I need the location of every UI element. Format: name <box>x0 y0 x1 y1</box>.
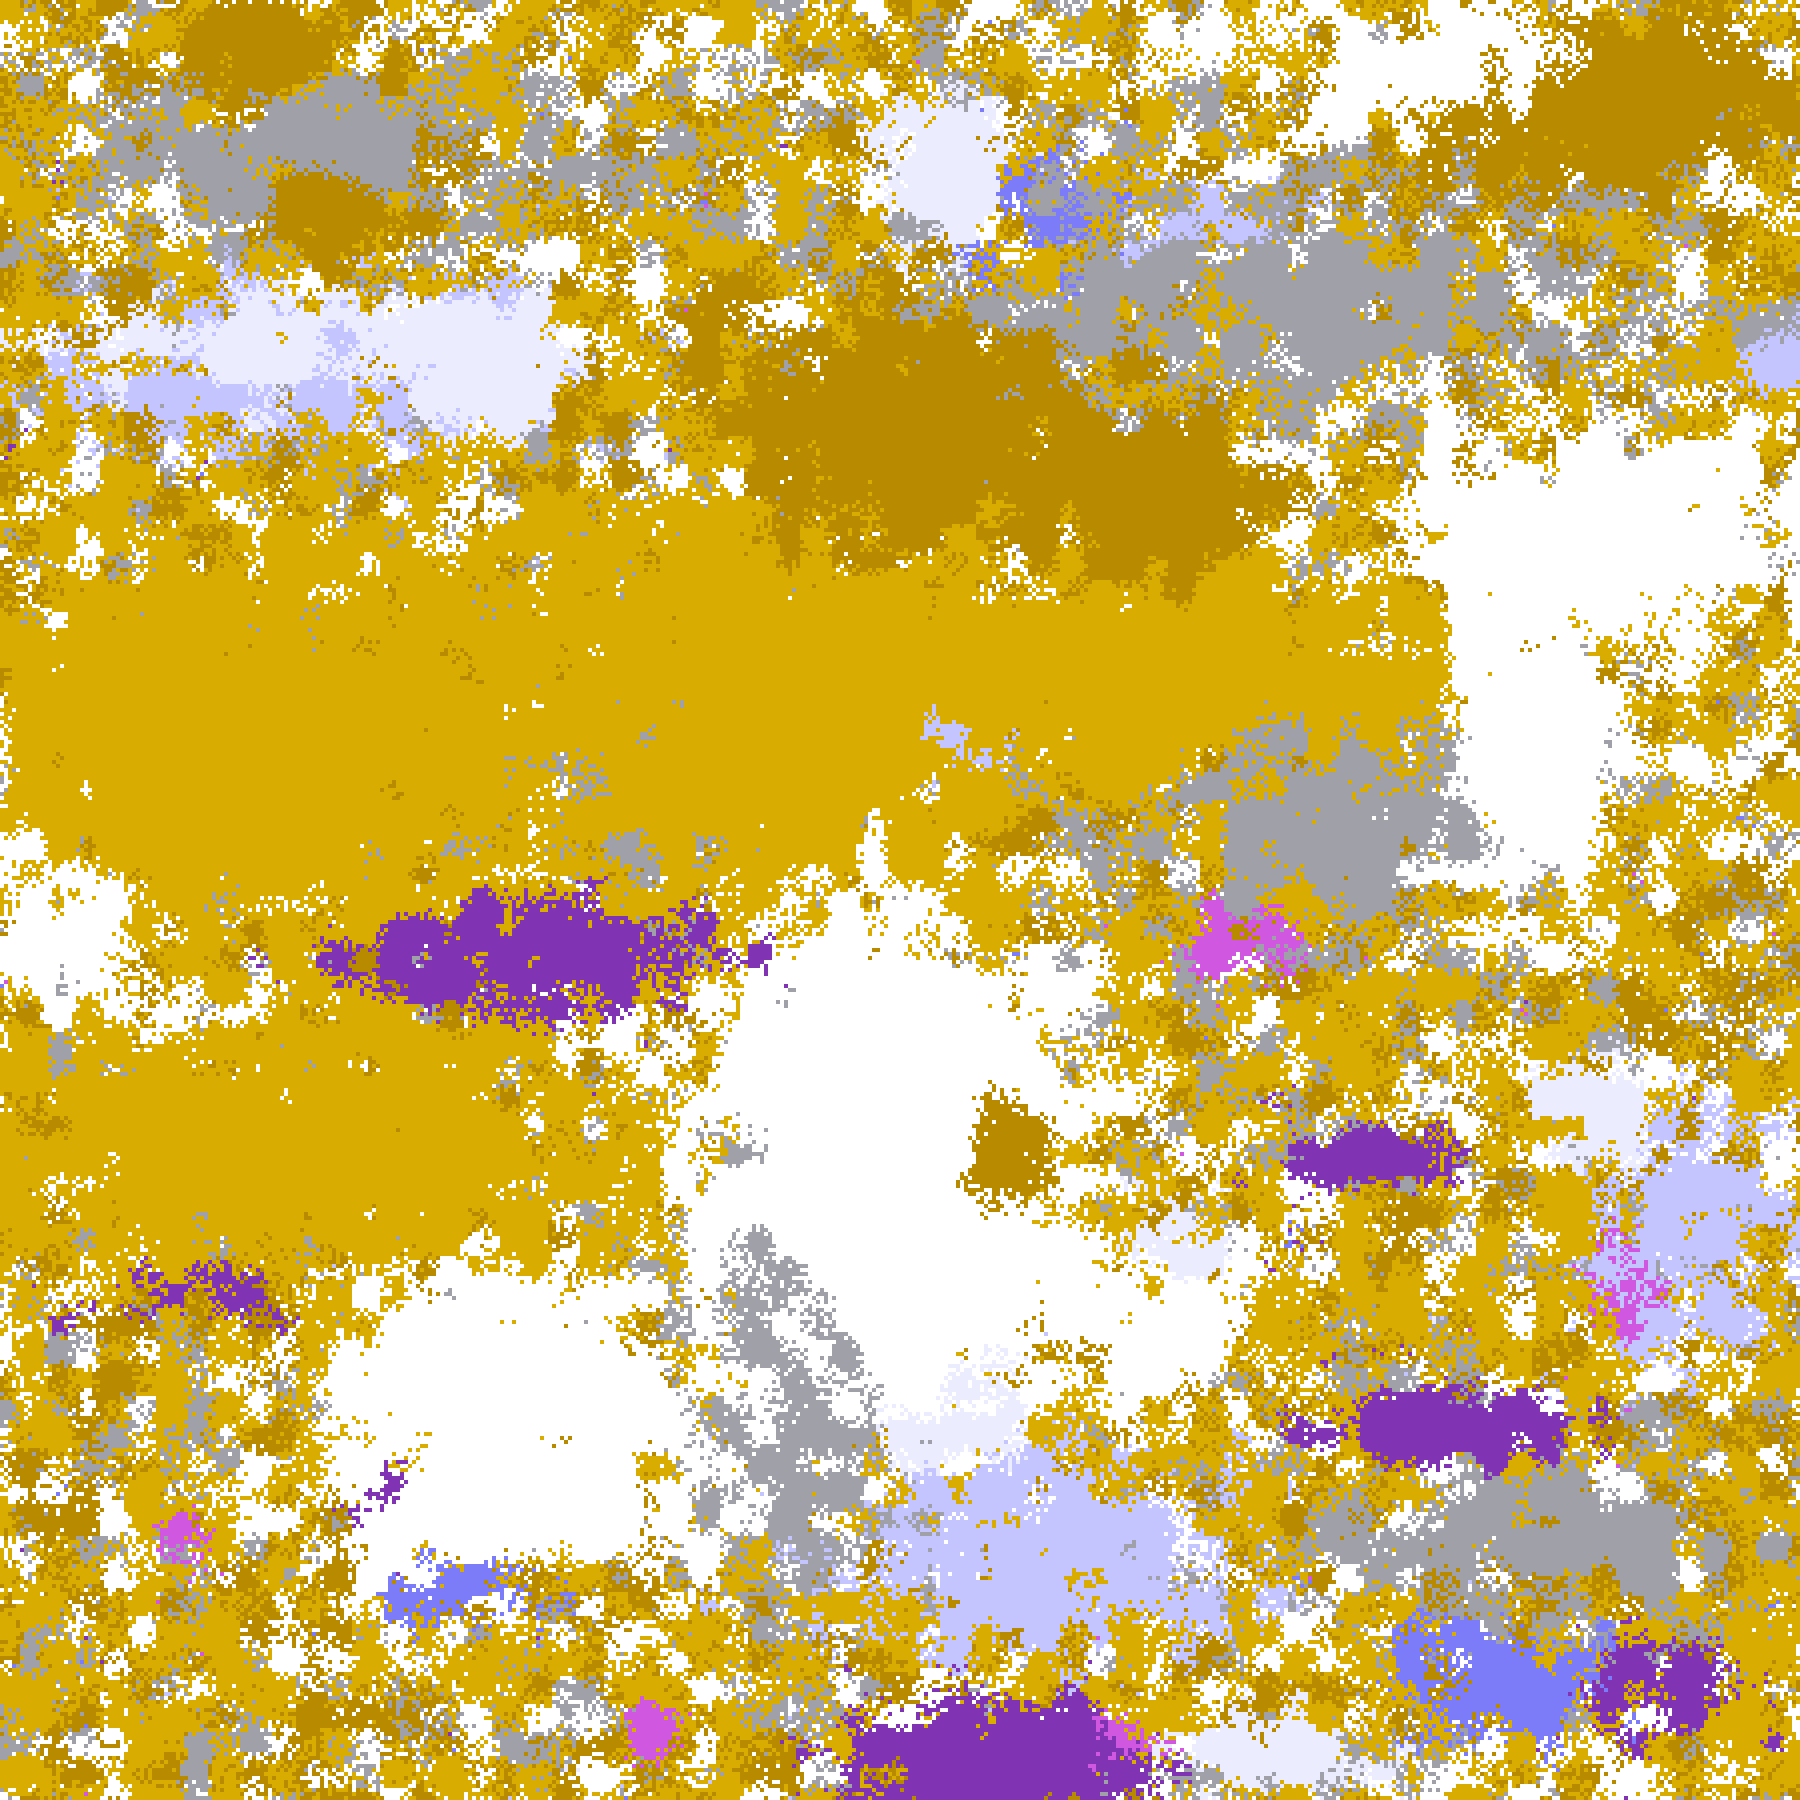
cloud-classification-raster <box>0 0 1800 1800</box>
satellite-cloud-map <box>0 0 1800 1800</box>
